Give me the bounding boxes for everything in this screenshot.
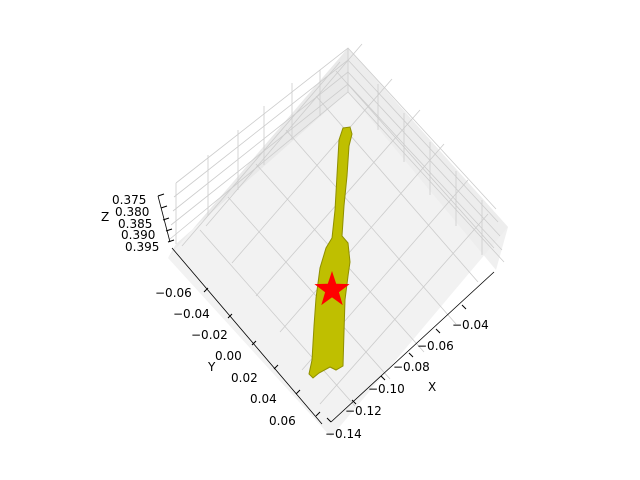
z-tick-label: 0.395 [125, 240, 159, 254]
target-star-marker [314, 271, 350, 306]
z-axis-line [157, 195, 171, 243]
y-tick-label: −0.02 [191, 328, 228, 342]
y-axis-line [171, 247, 323, 425]
z-tick-label: 0.375 [112, 193, 146, 207]
z-axis: 0.375 0.380 0.385 0.390 0.395 Z [101, 193, 175, 254]
y-tick-label: 0.04 [250, 392, 277, 406]
x-axis: −0.14 −0.12 −0.10 −0.08 −0.06 −0.04 X [325, 304, 489, 441]
x-tick-label: −0.14 [325, 427, 362, 441]
star-point [314, 271, 350, 306]
y-axis-label: Y [207, 360, 216, 374]
x-axis-label: X [428, 380, 436, 394]
y-tick-label: −0.06 [155, 286, 192, 300]
z-tick-label: 0.390 [121, 228, 155, 242]
point-cloud-series [308, 126, 353, 379]
z-tick-label: 0.385 [118, 217, 152, 231]
y-tick-label: 0.02 [231, 371, 258, 385]
x-tick-label: −0.08 [393, 360, 430, 374]
y-axis: −0.06 −0.04 −0.02 0.00 0.02 0.04 0.06 Y [155, 286, 321, 428]
y-tick-label: −0.04 [173, 307, 210, 321]
z-tick-label: 0.380 [115, 205, 149, 219]
back-pane-left [168, 48, 348, 258]
x-tick-label: −0.06 [417, 339, 454, 353]
z-axis-label: Z [101, 210, 109, 224]
x-tick-label: −0.04 [452, 318, 489, 332]
x-axis-line [330, 271, 495, 423]
y-tick-label: 0.00 [215, 349, 242, 363]
x-tick-label: −0.12 [345, 404, 382, 418]
x-tick-label: −0.10 [368, 382, 405, 396]
point-cloud-shape [308, 126, 353, 379]
y-tick-label: 0.06 [269, 414, 296, 428]
